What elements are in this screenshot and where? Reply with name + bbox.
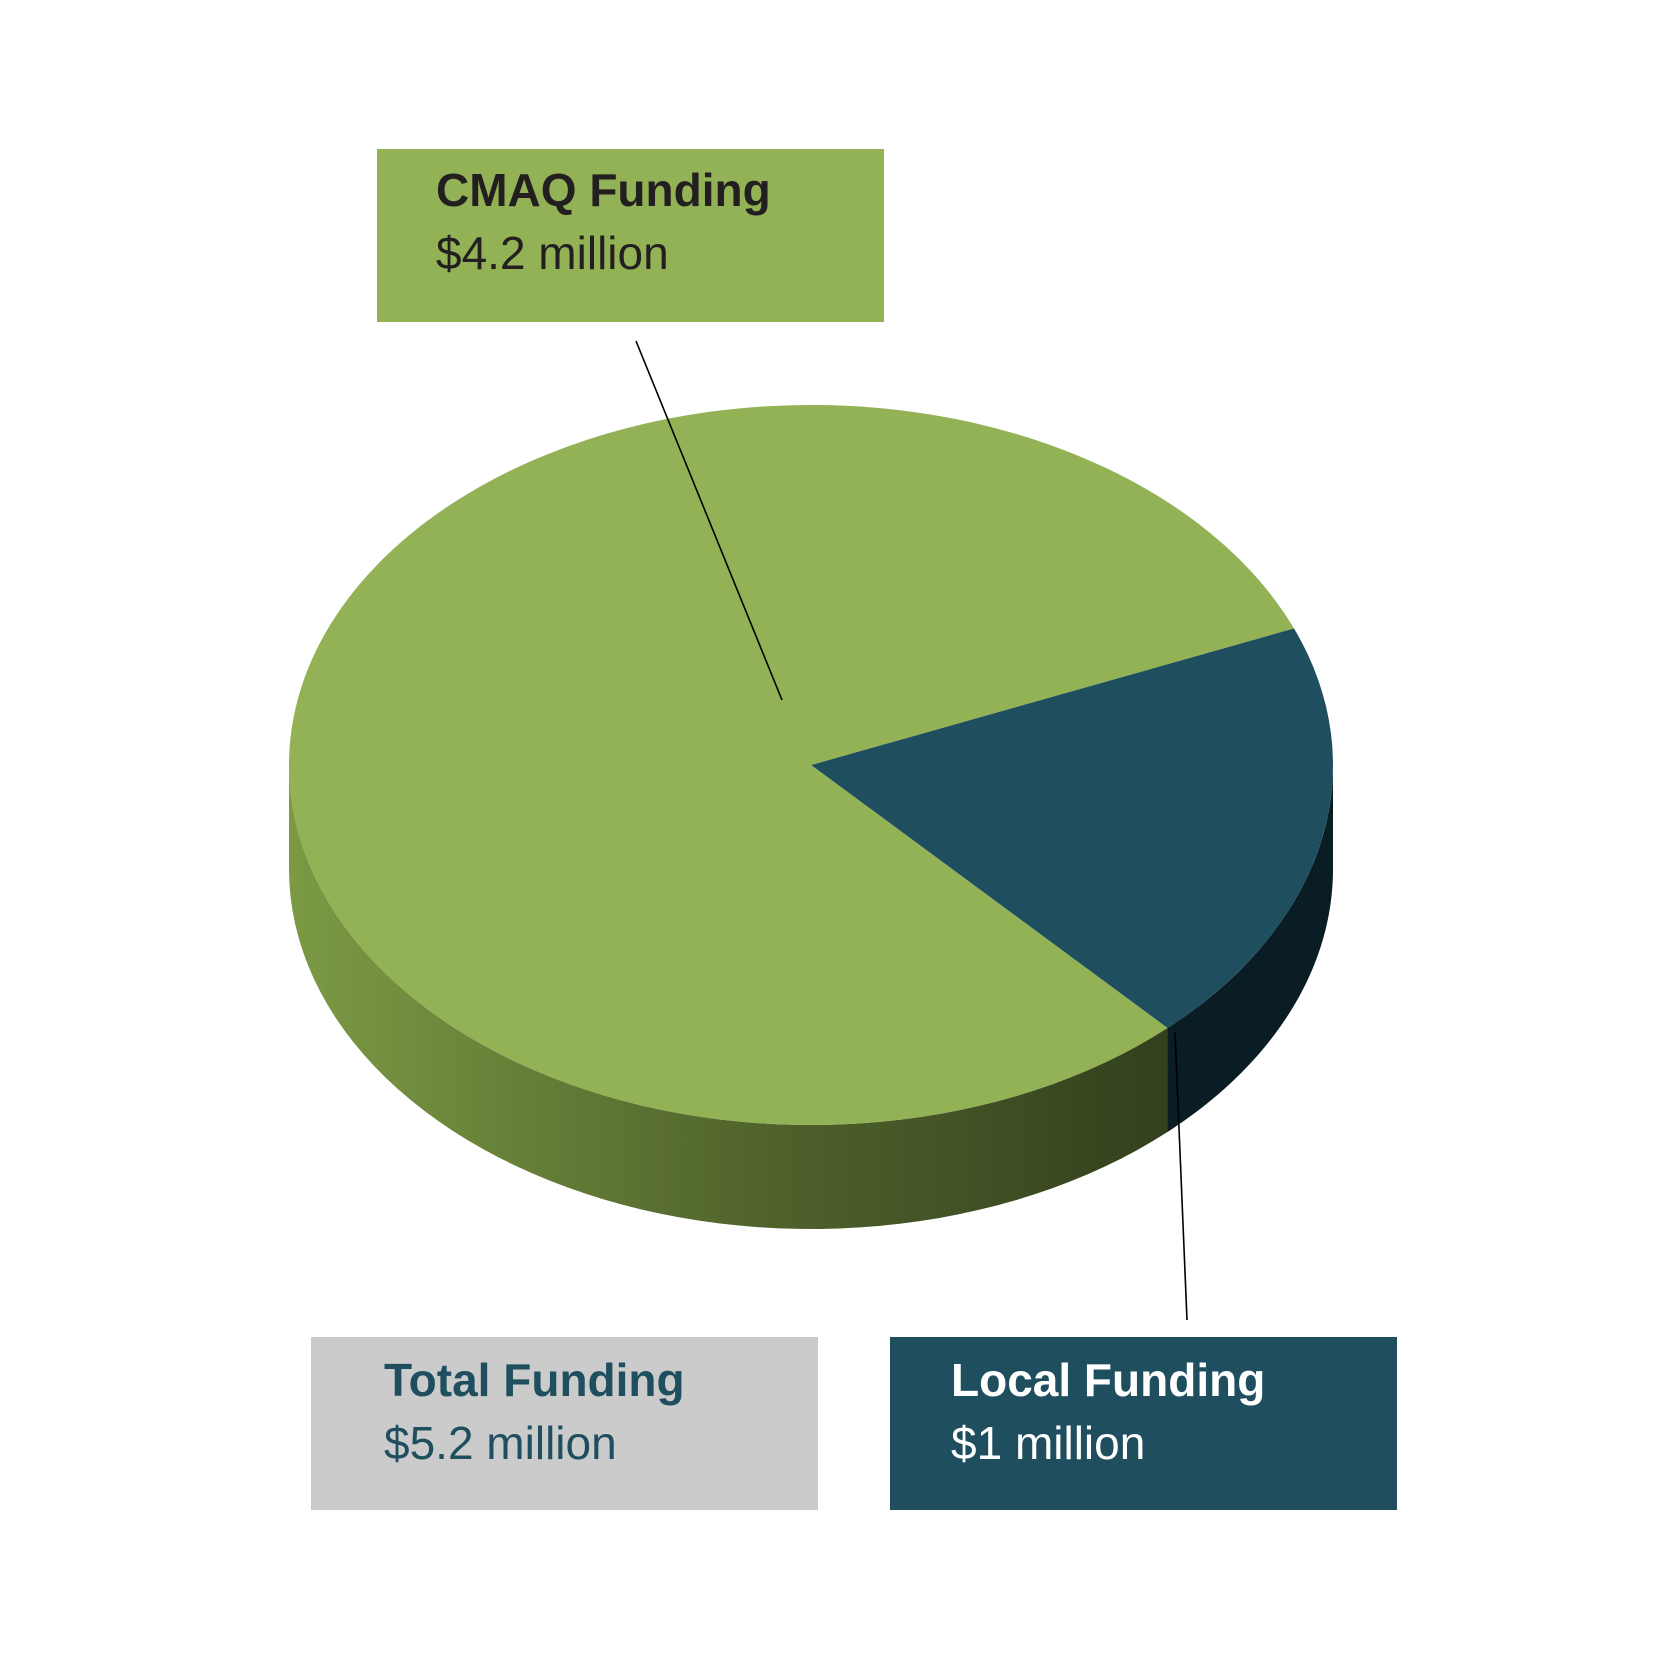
cmaq-leader-line: [635, 340, 783, 701]
cmaq-callout-title: CMAQ Funding: [436, 164, 771, 216]
local-callout-amount: $1 million: [951, 1417, 1146, 1470]
total-callout: Total Funding $5.2 million: [311, 1337, 818, 1510]
pie-top-faces: [288, 404, 1333, 1125]
total-callout-amount: $5.2 million: [384, 1417, 617, 1470]
cmaq-callout: CMAQ Funding $4.2 million: [377, 149, 884, 322]
cmaq-slice: [288, 404, 1294, 1125]
cmaq-slice-side: [289, 765, 1168, 1229]
local-callout: Local Funding $1 million: [890, 1337, 1397, 1510]
local-callout-title: Local Funding: [951, 1354, 1266, 1406]
local-leader-line: [1174, 1031, 1188, 1321]
cmaq-callout-amount: $4.2 million: [436, 227, 669, 280]
local-slice-side: [1167, 765, 1333, 1132]
pie-side-walls: [289, 765, 1333, 1229]
total-callout-title: Total Funding: [384, 1354, 685, 1406]
local-slice: [811, 628, 1333, 1028]
leader-lines: [635, 340, 1188, 1321]
